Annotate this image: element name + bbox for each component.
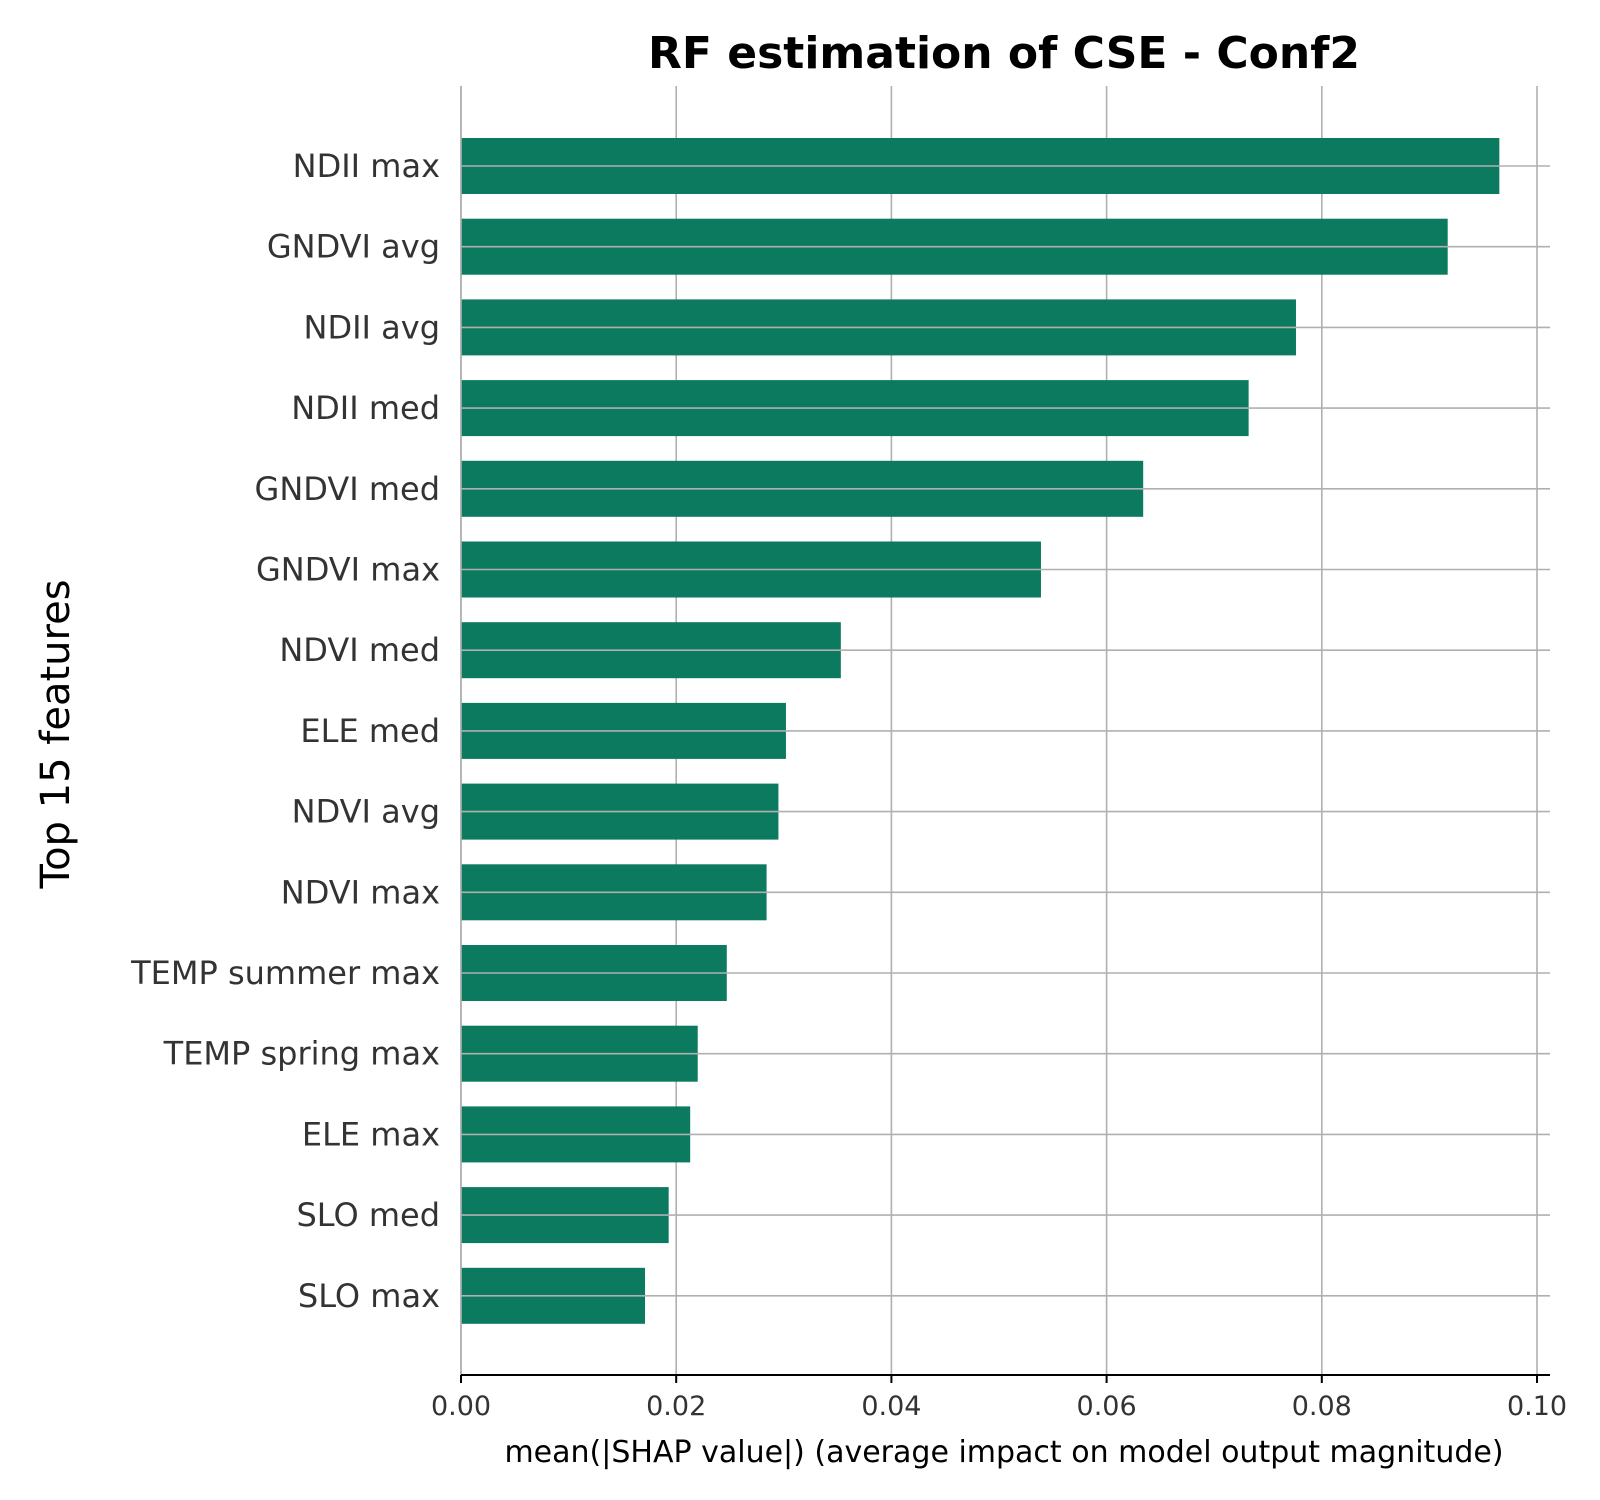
horizontal-grid-layer — [461, 165, 1550, 1297]
x-axis-label: mean(|SHAP value|) (average impact on mo… — [504, 1435, 1503, 1470]
category-label: NDVI med — [279, 631, 440, 669]
category-label: ELE max — [302, 1115, 440, 1153]
category-label: SLO max — [298, 1277, 440, 1315]
category-labels: NDII max GNDVI avg NDII avg NDII med GNDVI m… — [130, 147, 440, 1315]
chart-title: RF estimation of CSE - Conf2 — [648, 28, 1360, 79]
category-label: NDVI avg — [292, 793, 440, 831]
category-label: GNDVI avg — [267, 228, 440, 266]
category-label: NDII med — [291, 389, 440, 427]
category-label: GNDVI max — [256, 551, 440, 589]
x-tick-label: 0.06 — [1077, 1391, 1137, 1422]
x-tick-label: 0.04 — [861, 1391, 921, 1422]
category-label: NDVI max — [281, 873, 440, 911]
category-label: TEMP spring max — [163, 1035, 440, 1073]
x-tick-label: 0.02 — [646, 1391, 706, 1422]
x-tick-label: 0.08 — [1292, 1391, 1352, 1422]
category-label: TEMP summer max — [130, 954, 440, 992]
x-axis: 0.00 0.02 0.04 0.06 0.08 0.10 — [431, 86, 1567, 1422]
y-axis-label: Top 15 features — [33, 579, 79, 889]
x-tick-label: 0.10 — [1507, 1391, 1567, 1422]
category-label: NDII avg — [304, 308, 440, 346]
category-label: ELE med — [300, 712, 440, 750]
category-label: GNDVI med — [255, 470, 440, 508]
category-label: NDII max — [293, 147, 440, 185]
category-label: SLO med — [296, 1196, 440, 1234]
x-tick-label: 0.00 — [431, 1391, 491, 1422]
